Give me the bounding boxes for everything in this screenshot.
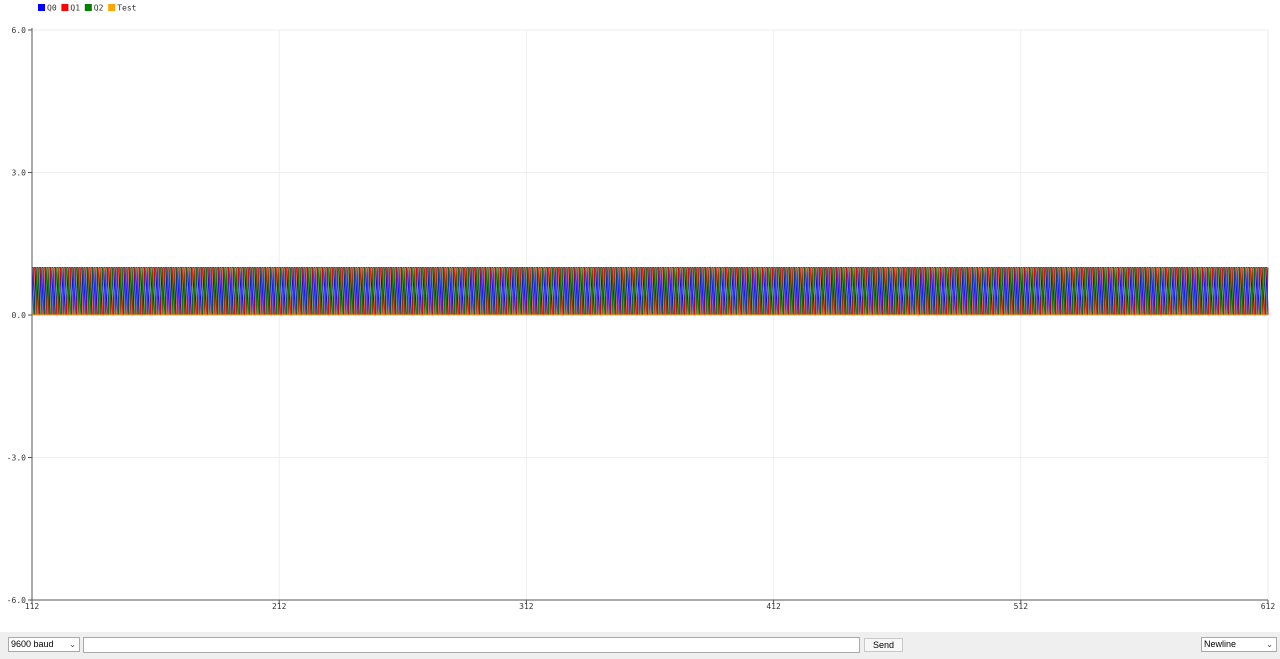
y-tick-label: 6.0	[12, 26, 27, 35]
serial-plotter-chart: 112 212 312 412 512 612 6.0 3.0 0.0 -3.0 -6.0 Q0 Q1…	[7, 4, 1276, 612]
legend-label-test: Test	[117, 4, 136, 13]
x-tick-label: 312	[519, 602, 534, 611]
x-tick-label: 212	[272, 602, 287, 611]
y-tick-label: -6.0	[7, 596, 26, 605]
x-tick-label: 512	[1014, 602, 1029, 611]
y-tick-label: -3.0	[7, 454, 26, 463]
series-lines	[31, 267, 1269, 316]
legend-label-q2: Q2	[94, 4, 104, 13]
axes: 112 212 312 412 512 612 6.0 3.0 0.0 -3.0 -6.0	[7, 26, 1276, 611]
legend-label-q1: Q1	[70, 4, 80, 13]
y-tick-label: 3.0	[12, 169, 27, 178]
message-input[interactable]	[83, 637, 860, 653]
legend-swatch-q0	[38, 4, 45, 11]
send-button[interactable]: Send	[864, 638, 903, 652]
x-tick-label: 612	[1261, 602, 1276, 611]
x-tick-label: 412	[766, 602, 781, 611]
chevron-down-icon: ⌄	[1266, 640, 1273, 649]
legend-swatch-test	[108, 4, 116, 11]
baud-rate-select[interactable]: 9600 baud ⌄	[8, 637, 80, 652]
line-ending-select[interactable]: Newline ⌄	[1201, 637, 1277, 652]
legend-swatch-q2	[84, 4, 92, 11]
y-tick-label: 0.0	[12, 311, 27, 320]
serial-controls-bar: 9600 baud ⌄ Send Newline ⌄	[0, 632, 1280, 659]
baud-rate-value: 9600 baud	[11, 639, 54, 649]
legend: Q0 Q1 Q2 Test	[38, 4, 137, 13]
legend-label-q0: Q0	[47, 4, 57, 13]
line-ending-value: Newline	[1204, 639, 1237, 649]
chevron-down-icon: ⌄	[69, 640, 76, 649]
legend-swatch-q1	[61, 4, 69, 11]
x-tick-label: 112	[25, 602, 40, 611]
